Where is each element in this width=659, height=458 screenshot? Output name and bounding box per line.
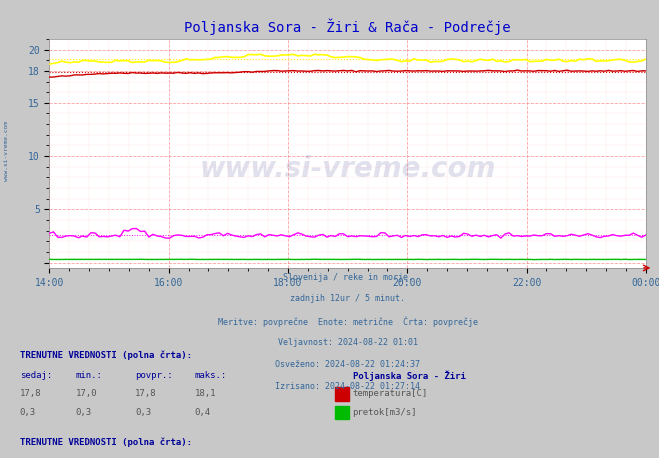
Text: Poljanska Sora - Žiri: Poljanska Sora - Žiri xyxy=(353,371,465,382)
Text: temperatura[C]: temperatura[C] xyxy=(353,389,428,398)
Text: zadnjih 12ur / 5 minut.: zadnjih 12ur / 5 minut. xyxy=(291,294,405,304)
Text: 0,3: 0,3 xyxy=(135,408,151,417)
Text: povpr.:: povpr.: xyxy=(135,371,173,380)
Text: TRENUTNE VREDNOSTI (polna črta):: TRENUTNE VREDNOSTI (polna črta): xyxy=(20,350,192,360)
Text: 18,1: 18,1 xyxy=(194,389,216,398)
Text: www.si-vreme.com: www.si-vreme.com xyxy=(200,155,496,184)
Text: Osveženo: 2024-08-22 01:24:37: Osveženo: 2024-08-22 01:24:37 xyxy=(275,360,420,370)
Text: maks.:: maks.: xyxy=(194,371,227,380)
Text: 17,0: 17,0 xyxy=(76,389,98,398)
Text: min.:: min.: xyxy=(76,371,103,380)
Text: 0,3: 0,3 xyxy=(76,408,92,417)
Title: Poljanska Sora - Žiri & Rača - Podrečje: Poljanska Sora - Žiri & Rača - Podrečje xyxy=(185,18,511,35)
Text: Meritve: povprečne  Enote: metrične  Črta: povprečje: Meritve: povprečne Enote: metrične Črta:… xyxy=(218,316,478,327)
Text: sedaj:: sedaj: xyxy=(20,371,52,380)
Text: TRENUTNE VREDNOSTI (polna črta):: TRENUTNE VREDNOSTI (polna črta): xyxy=(20,437,192,447)
Text: Veljavnost: 2024-08-22 01:01: Veljavnost: 2024-08-22 01:01 xyxy=(278,338,418,348)
Text: 0,4: 0,4 xyxy=(194,408,210,417)
Text: Slovenija / reke in morje.: Slovenija / reke in morje. xyxy=(283,273,413,282)
Text: 17,8: 17,8 xyxy=(20,389,42,398)
Text: 17,8: 17,8 xyxy=(135,389,157,398)
Text: pretok[m3/s]: pretok[m3/s] xyxy=(353,408,417,417)
Text: 0,3: 0,3 xyxy=(20,408,36,417)
Text: Izrisano: 2024-08-22 01:27:14: Izrisano: 2024-08-22 01:27:14 xyxy=(275,382,420,392)
Text: www.si-vreme.com: www.si-vreme.com xyxy=(4,121,9,181)
